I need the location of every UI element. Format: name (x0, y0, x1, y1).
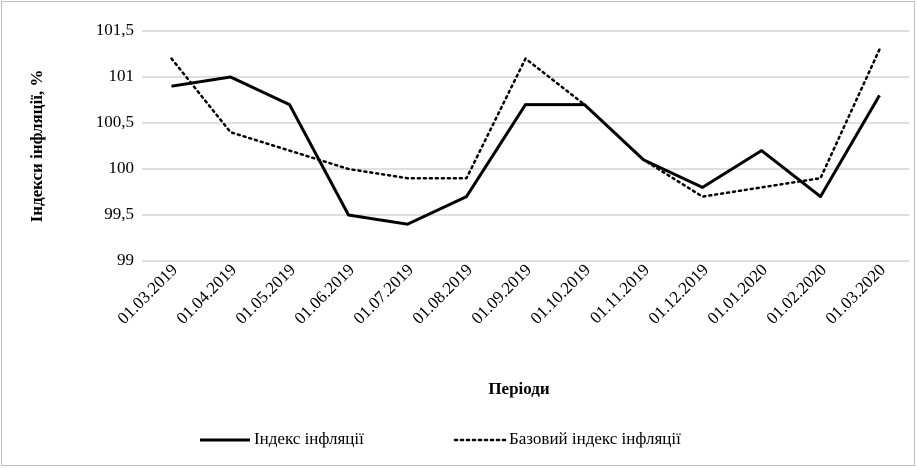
y-tick-label: 101,5 (96, 20, 134, 39)
x-axis-title: Періоди (488, 379, 550, 398)
y-tick-label: 99 (117, 250, 134, 269)
y-tick-label: 99,5 (104, 204, 134, 223)
y-tick-label: 101 (109, 66, 135, 85)
legend-label: Базовий індекс інфляції (509, 429, 681, 448)
legend-label: Індекс інфляції (254, 429, 364, 448)
series-line (170, 48, 881, 198)
y-axis-title: Індекси інфляції, % (27, 70, 46, 223)
y-tick-label: 100 (109, 158, 135, 177)
series-line (171, 75, 881, 226)
y-tick-label: 100,5 (96, 112, 134, 131)
